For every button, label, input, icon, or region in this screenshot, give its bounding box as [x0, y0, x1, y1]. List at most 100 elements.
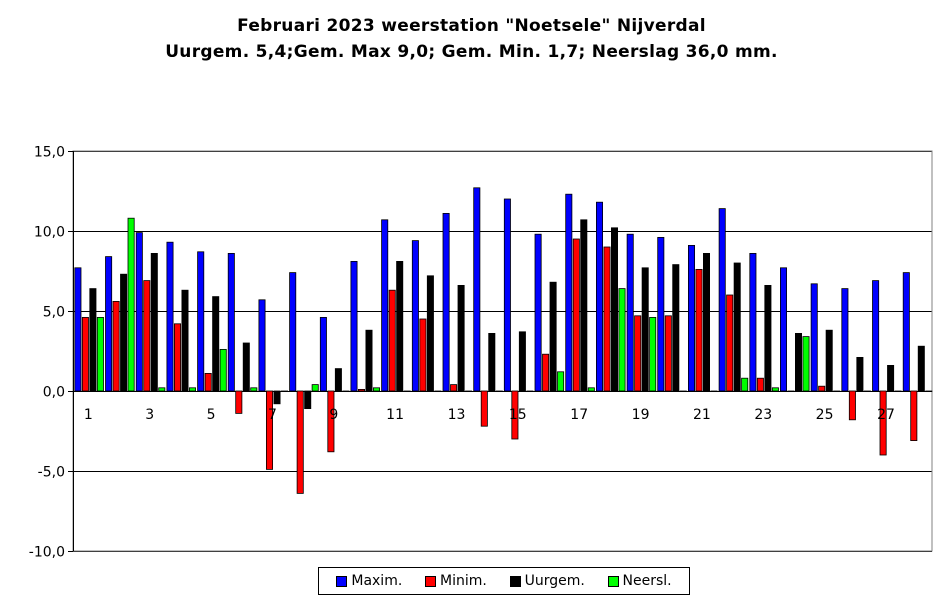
- x-tick-label: 7: [268, 407, 277, 423]
- y-tick-label: 5,0: [43, 305, 65, 321]
- bar-maxim-day-25: [810, 283, 818, 392]
- bar-uurgem-day-3: [150, 252, 158, 392]
- y-tick-label: 0,0: [43, 385, 65, 401]
- bar-maxim-day-28: [902, 272, 910, 392]
- legend-item: Uurgem.: [509, 573, 585, 589]
- bar-neersl-day-27: [894, 390, 902, 393]
- tick-labels: 15,010,05,00,0-5,0-10,01 3 5 7 9 11 13 15 17 19 21…: [29, 145, 895, 561]
- bar-neersl-day-7: [280, 390, 288, 393]
- plot-area: 15,010,05,00,0-5,0-10,01 3 5 7 9 11 13 15 17 19 21…: [29, 145, 933, 561]
- bar-neersl-day-2: [127, 217, 135, 392]
- bar-minim-day-2: [112, 300, 120, 392]
- legend-label: Minim.: [440, 573, 487, 589]
- bar-minim-day-10: [357, 388, 365, 392]
- x-tick-label: 21: [693, 407, 711, 423]
- x-tick-label: 15: [509, 407, 527, 423]
- bar-uurgem-day-18: [611, 227, 619, 392]
- bar-maxim-day-11: [381, 219, 389, 392]
- bar-neersl-day-24: [802, 336, 810, 392]
- bar-minim-day-23: [756, 377, 764, 392]
- bar-uurgem-day-12: [426, 275, 434, 392]
- bar-neersl-day-23: [771, 387, 779, 392]
- legend-item: Minim.: [425, 573, 487, 589]
- bar-maxim-day-26: [841, 288, 849, 392]
- bar-uurgem-day-24: [795, 332, 803, 392]
- bar-maxim-day-27: [872, 280, 880, 392]
- bar-neersl-day-21: [710, 390, 718, 393]
- chart-subtitle: Uurgem. 5,4;Gem. Max 9,0; Gem. Min. 1,7;…: [165, 42, 778, 62]
- bar-minim-day-21: [695, 268, 703, 392]
- legend-label: Maxim.: [351, 573, 403, 589]
- bar-neersl-day-4: [188, 387, 196, 392]
- bar-neersl-day-10: [372, 387, 380, 392]
- bar-uurgem-day-25: [825, 329, 833, 392]
- x-tick-label: 5: [207, 407, 216, 423]
- legend-label: Neersl.: [622, 573, 672, 589]
- bar-minim-day-7: [265, 390, 273, 470]
- bar-minim-day-5: [204, 372, 212, 392]
- y-tick-label: 10,0: [34, 225, 65, 241]
- bar-minim-day-15: [511, 390, 519, 440]
- x-tick-label: 3: [145, 407, 154, 423]
- bar-minim-day-27: [879, 390, 887, 456]
- bar-uurgem-day-28: [917, 345, 925, 392]
- bar-uurgem-day-21: [703, 252, 711, 392]
- y-tick-label: -5,0: [38, 465, 65, 481]
- bar-neersl-day-6: [250, 387, 258, 392]
- legend-label: Uurgem.: [524, 573, 585, 589]
- x-tick-label: 13: [448, 407, 466, 423]
- bar-minim-day-12: [419, 318, 427, 392]
- legend-swatch: [607, 575, 619, 587]
- bar-maxim-day-10: [350, 260, 358, 392]
- bar-minim-day-19: [634, 315, 642, 392]
- bar-neersl-day-18: [618, 288, 626, 392]
- bar-minim-day-18: [603, 246, 611, 392]
- bar-minim-day-1: [81, 316, 89, 392]
- bar-neersl-day-15: [526, 390, 534, 393]
- legend: Maxim. Minim. Uurgem. Neersl.: [318, 567, 690, 595]
- bar-neersl-day-9: [342, 390, 350, 393]
- bar-maxim-day-7: [258, 299, 266, 392]
- bar-maxim-day-9: [319, 316, 327, 392]
- legend-item: Maxim.: [336, 573, 402, 589]
- bar-neersl-day-28: [925, 390, 933, 393]
- bar-maxim-day-4: [166, 241, 174, 392]
- bar-neersl-day-5: [219, 348, 227, 392]
- bar-neersl-day-22: [741, 377, 749, 392]
- legend-swatch: [425, 575, 437, 587]
- bar-maxim-day-2: [105, 256, 113, 392]
- bar-uurgem-day-7: [273, 390, 281, 405]
- bar-neersl-day-17: [587, 387, 595, 392]
- bar-uurgem-day-4: [181, 289, 189, 392]
- bars: [74, 187, 933, 494]
- bar-minim-day-14: [480, 390, 488, 427]
- bar-minim-day-20: [664, 315, 672, 392]
- bar-uurgem-day-22: [733, 262, 741, 392]
- x-tick-label: 9: [329, 407, 338, 423]
- bar-uurgem-day-1: [89, 288, 97, 392]
- bar-neersl-day-25: [833, 390, 841, 393]
- x-tick-label: 27: [877, 407, 895, 423]
- bar-uurgem-day-14: [488, 332, 496, 392]
- bar-neersl-day-20: [679, 390, 687, 393]
- bar-uurgem-day-16: [549, 281, 557, 392]
- bar-minim-day-8: [296, 390, 304, 494]
- bar-uurgem-day-26: [856, 356, 864, 392]
- legend-item: Neersl.: [607, 573, 672, 589]
- bar-maxim-day-13: [442, 212, 450, 392]
- bar-maxim-day-17: [565, 193, 573, 392]
- y-tick-label: -10,0: [29, 545, 65, 561]
- bar-minim-day-17: [572, 238, 580, 392]
- bar-uurgem-day-27: [887, 364, 895, 392]
- bar-maxim-day-24: [780, 267, 788, 392]
- bar-neersl-day-12: [434, 390, 442, 393]
- bar-neersl-day-8: [311, 384, 319, 392]
- y-tick-label: 15,0: [34, 145, 65, 161]
- legend-swatch: [509, 575, 521, 587]
- bar-uurgem-day-15: [518, 331, 526, 392]
- bar-minim-day-6: [235, 390, 243, 414]
- bar-minim-day-28: [910, 390, 918, 441]
- bar-uurgem-day-11: [396, 260, 404, 392]
- bar-minim-day-4: [173, 323, 181, 392]
